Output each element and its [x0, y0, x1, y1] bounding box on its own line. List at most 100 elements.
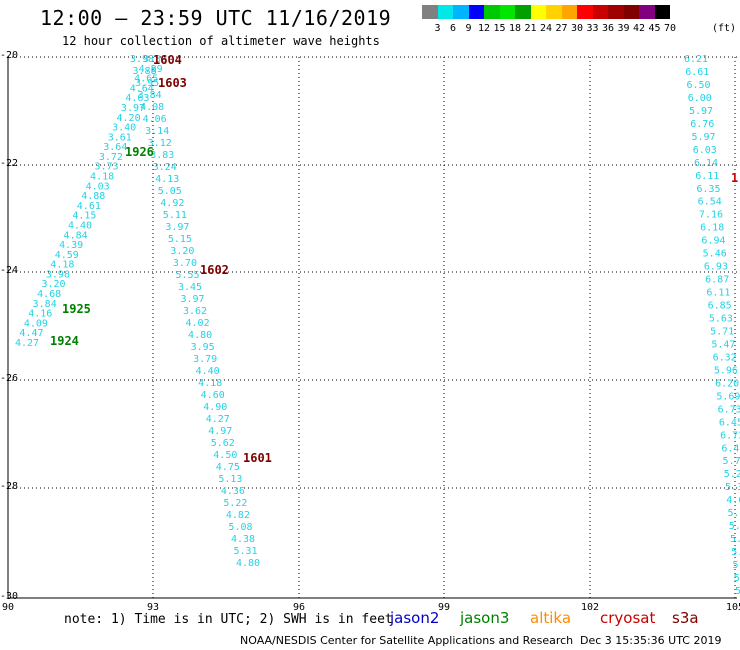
- swh-value: 6.45: [719, 417, 740, 428]
- swh-value: 7.16: [699, 210, 723, 221]
- swh-value: 4.6: [726, 495, 740, 506]
- swh-value: 4.27: [15, 338, 39, 349]
- colorbar-swatch: [561, 5, 577, 19]
- swh-value: 4.36: [221, 486, 245, 497]
- latitude-label: -28: [0, 481, 19, 492]
- latitude-label: -20: [0, 50, 19, 61]
- swh-value: 3.62: [183, 306, 207, 317]
- swh-value: 6.54: [698, 197, 722, 208]
- swh-value: 4.15: [72, 211, 96, 222]
- colorbar-swatch: [654, 5, 670, 19]
- colorbar-swatch: [639, 5, 655, 19]
- swh-value: 5.05: [158, 186, 182, 197]
- swh-value: 6.76: [690, 119, 714, 130]
- swh-value: 6.73: [718, 404, 740, 415]
- colorbar-label: 18: [508, 23, 522, 34]
- swh-values: 3.394.894.654.644.633.974.203.403.613.64…: [15, 54, 740, 597]
- swh-value: 5.97: [689, 106, 713, 117]
- swh-value: 4.02: [186, 318, 210, 329]
- swh-value: 6.00: [688, 93, 712, 104]
- swh-value: 3.40: [112, 123, 136, 134]
- swh-value: 4.38: [231, 534, 255, 545]
- swh-value: 4.27: [206, 414, 230, 425]
- swh-value: 5.31: [233, 546, 257, 557]
- swh-value: 3.95: [191, 342, 215, 353]
- units-note: note: 1) Time is in UTC; 2) SWH is in fe…: [64, 612, 393, 627]
- swh-value: 5.71: [710, 326, 734, 337]
- latitude-label: -26: [0, 373, 19, 384]
- swh-value: 6.61: [685, 67, 709, 78]
- swh-value: 6.43: [721, 443, 740, 454]
- colorbar-swatch: [453, 5, 469, 19]
- colorbar-swatch: [623, 5, 639, 19]
- swh-value: 5.2: [724, 469, 740, 480]
- swh-value: 3.98: [130, 54, 154, 65]
- colorbar-label: 39: [617, 23, 630, 34]
- swh-value: 3.88: [133, 66, 157, 77]
- swh-value: 4.97: [208, 426, 232, 437]
- swh-value: 3.79: [193, 354, 217, 365]
- colorbar-swatch: [437, 5, 453, 19]
- swh-value: 5.: [734, 573, 740, 584]
- longitude-label: 99: [437, 602, 451, 613]
- swh-value: 6.94: [701, 236, 725, 247]
- longitude-label: 96: [292, 602, 306, 613]
- swh-value: 6.14: [694, 158, 718, 169]
- swh-value: 4.82: [226, 510, 250, 521]
- swh-value: 3.97: [165, 222, 189, 233]
- swh-value: 6.21: [684, 54, 708, 65]
- swh-value: 5.: [735, 586, 740, 597]
- swh-value: 5.: [728, 508, 740, 519]
- swh-value: 4.80: [236, 558, 260, 569]
- swh-value: 4.68: [37, 289, 61, 300]
- track-label: 1603: [158, 76, 187, 90]
- swh-value: 4.47: [19, 328, 43, 339]
- swh-value: 4.18: [198, 378, 222, 389]
- colorbar-swatch: [577, 5, 593, 19]
- swh-value: 4.06: [143, 114, 167, 125]
- swh-value: 3.20: [41, 279, 65, 290]
- swh-value: 5.: [730, 534, 740, 545]
- swh-value: 5.: [733, 560, 740, 571]
- track-labels: 1604 1603 1926 1602 1925 1924 1601 1: [50, 53, 738, 465]
- colorbar-swatch: [499, 5, 515, 19]
- swh-value: 5.46: [703, 249, 727, 260]
- track-label: 1601: [243, 451, 272, 465]
- colorbar-swatch: [592, 5, 608, 19]
- swh-value: 6.50: [686, 80, 710, 91]
- colorbar-unit: (ft): [711, 23, 737, 34]
- swh-value: 3.97: [121, 103, 145, 114]
- swh-value: 4.39: [59, 240, 83, 251]
- map-subtitle: 12 hour collection of altimeter wave hei…: [62, 34, 380, 48]
- track-label: 1924: [50, 334, 79, 348]
- swh-value: 5.47: [711, 339, 735, 350]
- swh-value: 6.18: [700, 223, 724, 234]
- colorbar-label: 3: [434, 23, 441, 34]
- colorbar-swatch: [468, 5, 484, 19]
- swh-value: 3.84: [33, 299, 57, 310]
- swh-value: 5.08: [228, 522, 252, 533]
- swh-value: 5.63: [709, 314, 733, 325]
- swh-value: 4.65: [134, 74, 158, 85]
- colorbar-swatch: [530, 5, 546, 19]
- swh-value: 4.08: [140, 102, 164, 113]
- swh-value: 4.20: [117, 113, 141, 124]
- swh-value: 5.62: [211, 438, 235, 449]
- longitude-label: 90: [1, 602, 15, 613]
- colorbar-swatch: [422, 5, 438, 19]
- swh-value: 4.03: [86, 181, 110, 192]
- swh-value: 4.80: [188, 330, 212, 341]
- swh-value: 4.59: [55, 250, 79, 261]
- colorbar-label: 30: [570, 23, 584, 34]
- colorbar-label: 42: [632, 23, 646, 34]
- map-frame: [7, 57, 737, 599]
- swh-value: 4.40: [196, 366, 220, 377]
- swh-value: 6.93: [704, 262, 728, 273]
- track-label: 1926: [125, 145, 154, 159]
- swh-value: 4.40: [68, 220, 92, 231]
- track-label: 1602: [200, 263, 229, 277]
- longitude-label: 93: [146, 602, 160, 613]
- swh-value: 5.22: [223, 498, 247, 509]
- swh-value: 4.63: [125, 93, 149, 104]
